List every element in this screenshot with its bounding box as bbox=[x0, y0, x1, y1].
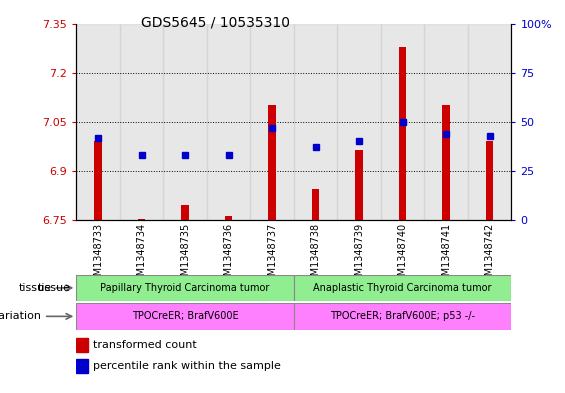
Bar bbox=[312, 189, 319, 220]
Bar bbox=[250, 24, 294, 220]
Bar bbox=[94, 141, 102, 220]
Bar bbox=[381, 24, 424, 220]
Text: TPOCreER; BrafV600E; p53 -/-: TPOCreER; BrafV600E; p53 -/- bbox=[330, 311, 475, 321]
Bar bbox=[76, 338, 88, 352]
Bar bbox=[120, 24, 163, 220]
Bar bbox=[225, 216, 232, 220]
Text: TPOCreER; BrafV600E: TPOCreER; BrafV600E bbox=[132, 311, 238, 321]
FancyBboxPatch shape bbox=[294, 275, 511, 301]
Bar bbox=[294, 24, 337, 220]
FancyBboxPatch shape bbox=[76, 275, 294, 301]
FancyBboxPatch shape bbox=[76, 303, 294, 330]
Text: transformed count: transformed count bbox=[93, 340, 197, 350]
Bar bbox=[268, 105, 276, 220]
Bar bbox=[442, 105, 450, 220]
Bar bbox=[468, 24, 511, 220]
Text: tissue: tissue bbox=[19, 283, 51, 293]
Bar bbox=[424, 24, 468, 220]
Bar bbox=[181, 205, 189, 220]
Text: tissue: tissue bbox=[38, 283, 71, 293]
Text: Papillary Thyroid Carcinoma tumor: Papillary Thyroid Carcinoma tumor bbox=[101, 283, 270, 293]
Bar bbox=[163, 24, 207, 220]
Bar bbox=[337, 24, 381, 220]
Bar bbox=[355, 150, 363, 220]
Bar bbox=[76, 359, 88, 373]
Text: Anaplastic Thyroid Carcinoma tumor: Anaplastic Thyroid Carcinoma tumor bbox=[314, 283, 492, 293]
Text: genotype/variation: genotype/variation bbox=[0, 311, 42, 321]
Bar bbox=[76, 24, 120, 220]
Bar bbox=[399, 46, 406, 220]
Bar bbox=[207, 24, 250, 220]
Text: GDS5645 / 10535310: GDS5645 / 10535310 bbox=[141, 16, 290, 30]
Bar bbox=[486, 141, 493, 220]
Bar bbox=[138, 219, 145, 220]
FancyBboxPatch shape bbox=[294, 303, 511, 330]
Text: percentile rank within the sample: percentile rank within the sample bbox=[93, 361, 281, 371]
